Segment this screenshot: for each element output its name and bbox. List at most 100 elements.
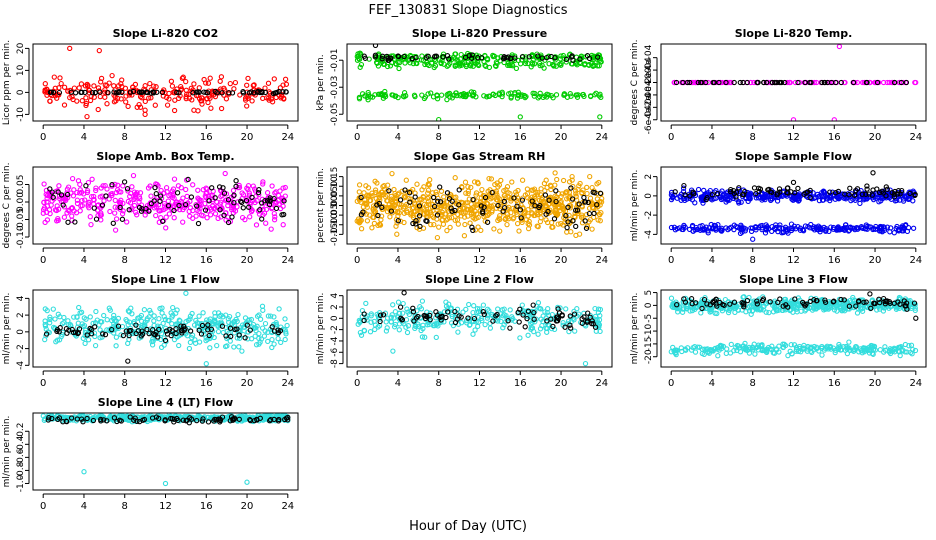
- data-point: [757, 307, 763, 313]
- points: [40, 413, 291, 487]
- data-point: [100, 183, 106, 189]
- data-point: [731, 299, 738, 305]
- data-point: [57, 325, 63, 331]
- data-point: [203, 80, 209, 86]
- x-tick-label: 24: [281, 378, 294, 389]
- data-point: [64, 191, 71, 198]
- data-point: [548, 183, 554, 189]
- data-point: [255, 88, 261, 95]
- data-point: [240, 90, 247, 96]
- data-point: [469, 52, 475, 58]
- data-point: [535, 95, 541, 101]
- data-point: [424, 313, 430, 320]
- data-point: [503, 187, 509, 193]
- data-point: [142, 322, 148, 328]
- data-point: [533, 189, 539, 195]
- data-point: [731, 79, 737, 86]
- data-point: [236, 344, 242, 350]
- data-point: [846, 347, 853, 353]
- data-point: [410, 60, 417, 67]
- data-point: [97, 93, 103, 100]
- data-point: [433, 334, 439, 341]
- data-point: [218, 199, 224, 205]
- data-point: [866, 223, 872, 230]
- data-point: [283, 89, 289, 95]
- data-point: [563, 306, 569, 312]
- data-point: [452, 308, 458, 315]
- data-point: [88, 194, 95, 200]
- y-tick-label: 0.15: [330, 167, 340, 187]
- data-point: [446, 56, 452, 62]
- data-point: [502, 205, 508, 211]
- data-point: [735, 307, 741, 313]
- data-point: [396, 65, 402, 72]
- outlier-point: [750, 236, 756, 242]
- data-point: [493, 313, 499, 319]
- data-point: [800, 299, 806, 306]
- data-point: [744, 297, 751, 304]
- data-point: [364, 218, 371, 224]
- data-point: [910, 198, 916, 204]
- data-point: [116, 189, 122, 195]
- data-point: [134, 104, 140, 110]
- data-point: [876, 199, 882, 205]
- data-point: [846, 339, 852, 345]
- y-tick-label: 0.10: [330, 176, 340, 196]
- data-point: [891, 230, 897, 236]
- data-point: [105, 90, 111, 96]
- data-point: [552, 204, 558, 210]
- data-point: [877, 347, 883, 353]
- data-point: [401, 53, 407, 60]
- data-point: [54, 337, 61, 343]
- data-point: [596, 317, 603, 323]
- data-point: [113, 334, 120, 340]
- data-point: [592, 60, 598, 66]
- data-point: [180, 219, 186, 225]
- data-point: [282, 327, 288, 333]
- data-point: [284, 322, 290, 329]
- data-point: [752, 351, 758, 357]
- data-point: [139, 328, 145, 334]
- data-point: [112, 197, 118, 204]
- data-point: [592, 190, 598, 196]
- data-point: [464, 320, 470, 326]
- outlier-point: [831, 117, 837, 121]
- data-point: [583, 225, 590, 231]
- data-point: [520, 195, 526, 201]
- data-point: [409, 205, 415, 212]
- data-point: [478, 227, 484, 234]
- data-point: [273, 320, 279, 326]
- data-point: [198, 331, 205, 337]
- data-point: [753, 224, 759, 231]
- data-point: [387, 214, 393, 220]
- data-point: [477, 308, 483, 314]
- x-tick-label: 8: [436, 378, 442, 389]
- data-point: [265, 313, 272, 319]
- data-point: [484, 219, 491, 225]
- data-point: [538, 186, 544, 192]
- y-tick-label: 0.05: [16, 174, 26, 194]
- data-point: [186, 208, 192, 215]
- data-point: [231, 200, 237, 206]
- data-point: [44, 217, 51, 223]
- data-point: [204, 215, 210, 221]
- data-point: [123, 93, 129, 99]
- x-tick-label: 0: [40, 255, 46, 266]
- data-point: [517, 61, 524, 67]
- data-point: [822, 297, 828, 303]
- data-point: [360, 209, 366, 215]
- data-point: [416, 213, 423, 219]
- data-point: [847, 225, 853, 231]
- data-point: [82, 89, 88, 96]
- data-point: [854, 186, 861, 192]
- data-point: [727, 350, 734, 356]
- data-point: [507, 307, 513, 313]
- data-point: [246, 204, 252, 210]
- data-point: [759, 342, 765, 349]
- data-point: [118, 197, 124, 203]
- data-point: [191, 107, 197, 113]
- data-point: [113, 318, 119, 325]
- data-point: [687, 79, 693, 86]
- data-point: [358, 61, 365, 68]
- data-point: [361, 311, 367, 317]
